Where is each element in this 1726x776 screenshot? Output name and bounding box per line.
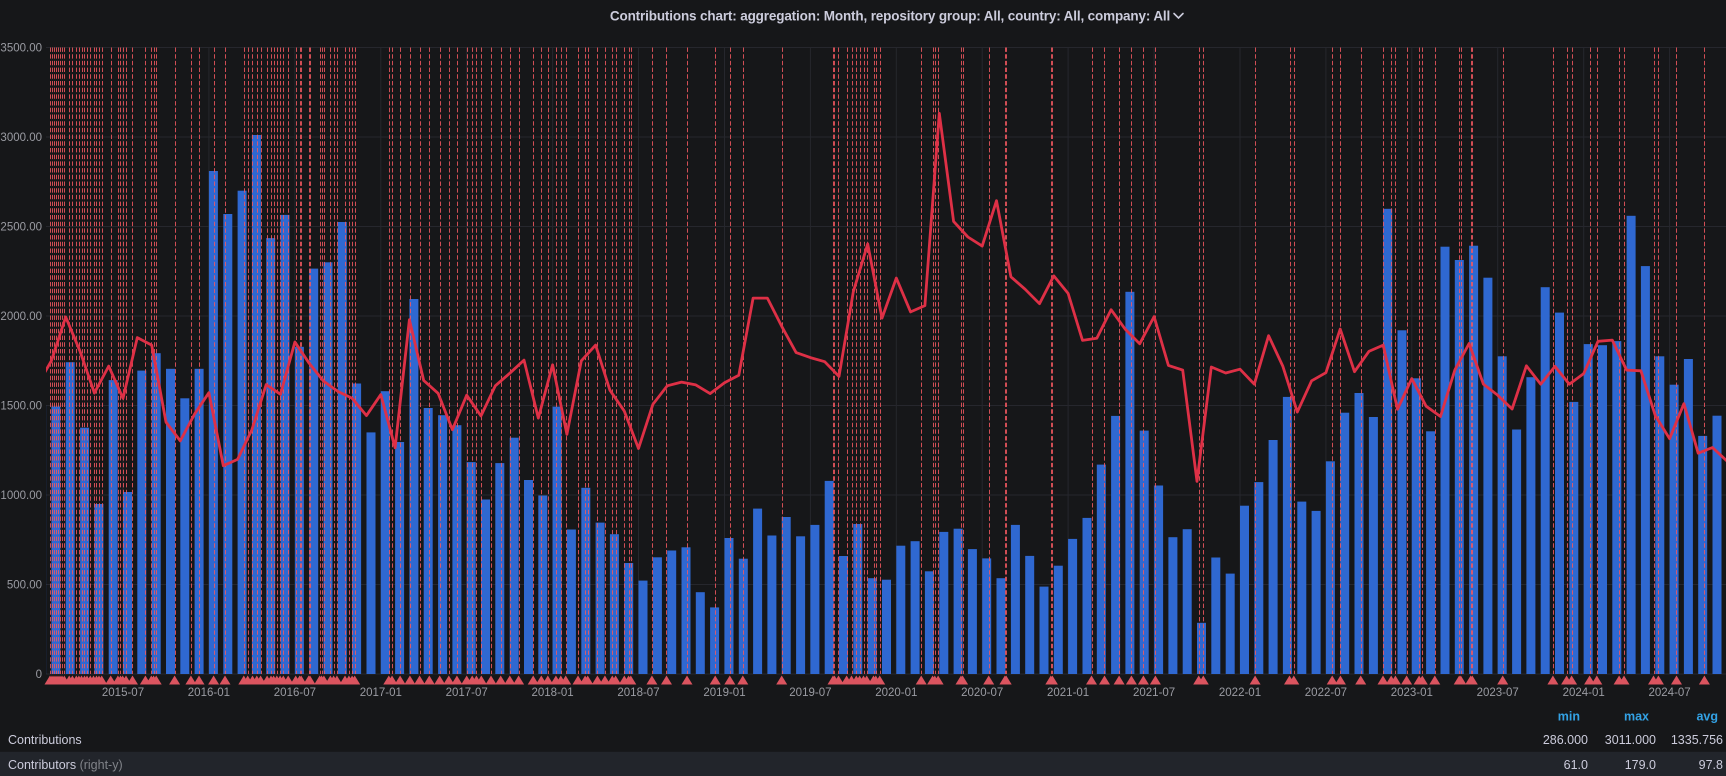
svg-text:500.00: 500.00 <box>7 580 42 592</box>
svg-text:61.0: 61.0 <box>1564 758 1588 772</box>
svg-text:1335.756: 1335.756 <box>1671 733 1723 747</box>
svg-text:2018-01: 2018-01 <box>531 687 573 699</box>
svg-text:1500.00: 1500.00 <box>0 401 42 413</box>
svg-text:2021-07: 2021-07 <box>1133 687 1175 699</box>
svg-text:avg: avg <box>1696 710 1718 724</box>
svg-text:min: min <box>1558 710 1580 724</box>
svg-text:0: 0 <box>36 669 42 681</box>
svg-text:2022-07: 2022-07 <box>1305 687 1347 699</box>
svg-text:2018-07: 2018-07 <box>617 687 659 699</box>
svg-text:2024-07: 2024-07 <box>1648 687 1690 699</box>
svg-text:2022-01: 2022-01 <box>1219 687 1261 699</box>
svg-text:2017-01: 2017-01 <box>360 687 402 699</box>
svg-text:3000.00: 3000.00 <box>0 132 42 144</box>
svg-text:286.000: 286.000 <box>1543 733 1588 747</box>
svg-text:max: max <box>1624 710 1649 724</box>
svg-text:2500.00: 2500.00 <box>0 222 42 234</box>
svg-text:1000.00: 1000.00 <box>0 490 42 502</box>
svg-text:2019-07: 2019-07 <box>789 687 831 699</box>
svg-text:2019-01: 2019-01 <box>703 687 745 699</box>
svg-text:2024-01: 2024-01 <box>1563 687 1605 699</box>
svg-text:2016-07: 2016-07 <box>274 687 316 699</box>
svg-text:2023-07: 2023-07 <box>1477 687 1519 699</box>
svg-text:97.8: 97.8 <box>1699 758 1723 772</box>
svg-text:2020-07: 2020-07 <box>961 687 1003 699</box>
svg-text:2021-01: 2021-01 <box>1047 687 1089 699</box>
svg-text:2000.00: 2000.00 <box>0 311 42 323</box>
svg-text:179.0: 179.0 <box>1625 758 1656 772</box>
svg-text:Contributions chart: aggregati: Contributions chart: aggregation: Month,… <box>610 9 1170 24</box>
svg-text:3500.00: 3500.00 <box>0 43 42 55</box>
svg-text:3011.000: 3011.000 <box>1605 733 1656 747</box>
svg-text:2023-01: 2023-01 <box>1391 687 1433 699</box>
svg-text:2017-07: 2017-07 <box>446 687 488 699</box>
svg-text:2015-07: 2015-07 <box>102 687 144 699</box>
svg-text:Contributions: Contributions <box>8 733 82 747</box>
svg-text:2016-01: 2016-01 <box>188 687 230 699</box>
svg-text:2020-01: 2020-01 <box>875 687 917 699</box>
svg-text:Contributors (right-y): Contributors (right-y) <box>8 758 123 772</box>
